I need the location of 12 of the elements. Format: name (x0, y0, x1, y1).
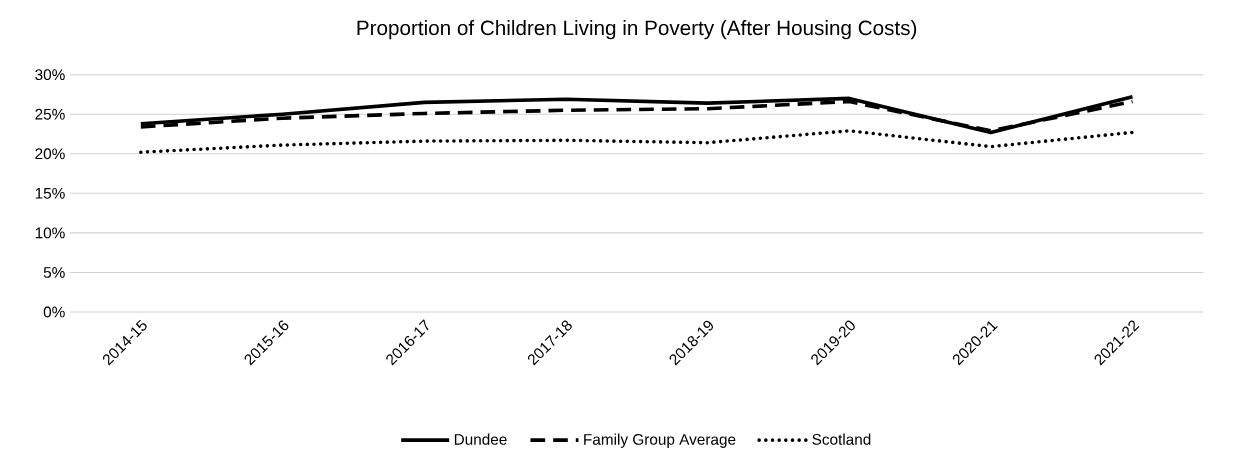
y-tick-label: 10% (35, 227, 65, 239)
y-tick-label: 20% (35, 148, 65, 160)
legend-label: Dundee (454, 433, 507, 445)
y-tick-label: 25% (35, 108, 65, 120)
chart-title: Proportion of Children Living in Poverty (After Housing Costs) (357, 20, 917, 40)
y-tick-label: 0% (43, 306, 65, 318)
y-tick-label: 5% (43, 267, 65, 278)
legend-label: Family Group Average (584, 433, 736, 448)
line-series (139, 129, 1135, 154)
y-tick-label: 30% (35, 69, 65, 81)
y-tick-label: 15% (35, 187, 65, 199)
legend-label: Scotland (812, 433, 871, 445)
